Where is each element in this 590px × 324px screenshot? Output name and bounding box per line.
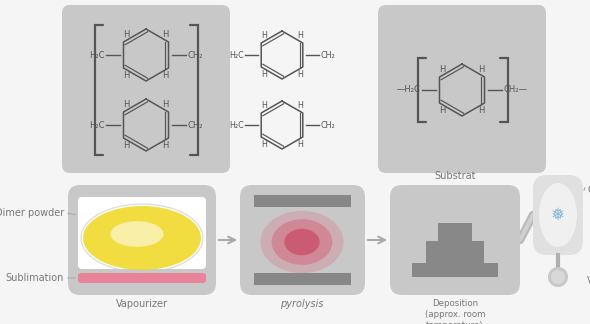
Text: H₂C: H₂C xyxy=(229,121,244,130)
FancyBboxPatch shape xyxy=(78,197,206,269)
Text: CH₂: CH₂ xyxy=(320,121,335,130)
FancyBboxPatch shape xyxy=(533,175,583,255)
FancyBboxPatch shape xyxy=(378,5,546,173)
Bar xyxy=(412,263,498,277)
Text: Vacuum pump: Vacuum pump xyxy=(587,276,590,286)
FancyBboxPatch shape xyxy=(78,273,206,283)
Text: H: H xyxy=(261,31,267,40)
Circle shape xyxy=(551,270,565,284)
Text: H: H xyxy=(162,100,169,109)
Text: H: H xyxy=(261,140,267,149)
Text: H: H xyxy=(478,65,485,74)
Ellipse shape xyxy=(539,183,577,247)
Text: CH₂: CH₂ xyxy=(187,51,203,60)
Bar xyxy=(254,195,351,207)
Text: H₂C: H₂C xyxy=(89,51,104,60)
Text: H: H xyxy=(440,65,445,74)
Text: H: H xyxy=(123,71,130,80)
FancyBboxPatch shape xyxy=(240,185,365,295)
Text: H₂C: H₂C xyxy=(229,51,244,60)
Text: H: H xyxy=(297,70,303,79)
Text: H: H xyxy=(123,30,130,39)
Text: H: H xyxy=(162,71,169,80)
Ellipse shape xyxy=(284,229,320,255)
Text: H: H xyxy=(261,70,267,79)
FancyBboxPatch shape xyxy=(68,185,216,295)
Ellipse shape xyxy=(271,219,332,265)
Text: H: H xyxy=(261,101,267,110)
Text: ❅: ❅ xyxy=(551,206,565,224)
FancyBboxPatch shape xyxy=(390,185,520,295)
Text: H: H xyxy=(440,106,445,115)
Text: H: H xyxy=(297,101,303,110)
Text: CH₂: CH₂ xyxy=(187,121,203,130)
FancyBboxPatch shape xyxy=(62,5,230,173)
Bar xyxy=(254,273,351,285)
Text: H₂C: H₂C xyxy=(89,121,104,130)
Text: H: H xyxy=(478,106,485,115)
Text: pyrolysis: pyrolysis xyxy=(280,299,324,309)
Ellipse shape xyxy=(110,221,163,247)
Ellipse shape xyxy=(260,211,343,273)
Text: Dimer powder: Dimer powder xyxy=(0,208,64,218)
Text: Sublimation: Sublimation xyxy=(6,273,64,283)
Text: H: H xyxy=(162,141,169,150)
Text: H: H xyxy=(297,31,303,40)
Circle shape xyxy=(548,267,568,287)
Text: H: H xyxy=(123,141,130,150)
Text: Chiller: Chiller xyxy=(587,185,590,195)
Ellipse shape xyxy=(83,206,201,270)
Text: Substrat: Substrat xyxy=(434,171,476,181)
Bar xyxy=(438,223,472,241)
Text: CH₂: CH₂ xyxy=(320,51,335,60)
Bar xyxy=(426,241,484,263)
Text: CH₂—: CH₂— xyxy=(503,86,527,95)
Text: H: H xyxy=(123,100,130,109)
Text: Vapourizer: Vapourizer xyxy=(116,299,168,309)
Text: H: H xyxy=(162,30,169,39)
Text: Deposition
(approx. room
temperature): Deposition (approx. room temperature) xyxy=(425,299,485,324)
Text: H: H xyxy=(297,140,303,149)
Text: —H₂C: —H₂C xyxy=(397,86,421,95)
